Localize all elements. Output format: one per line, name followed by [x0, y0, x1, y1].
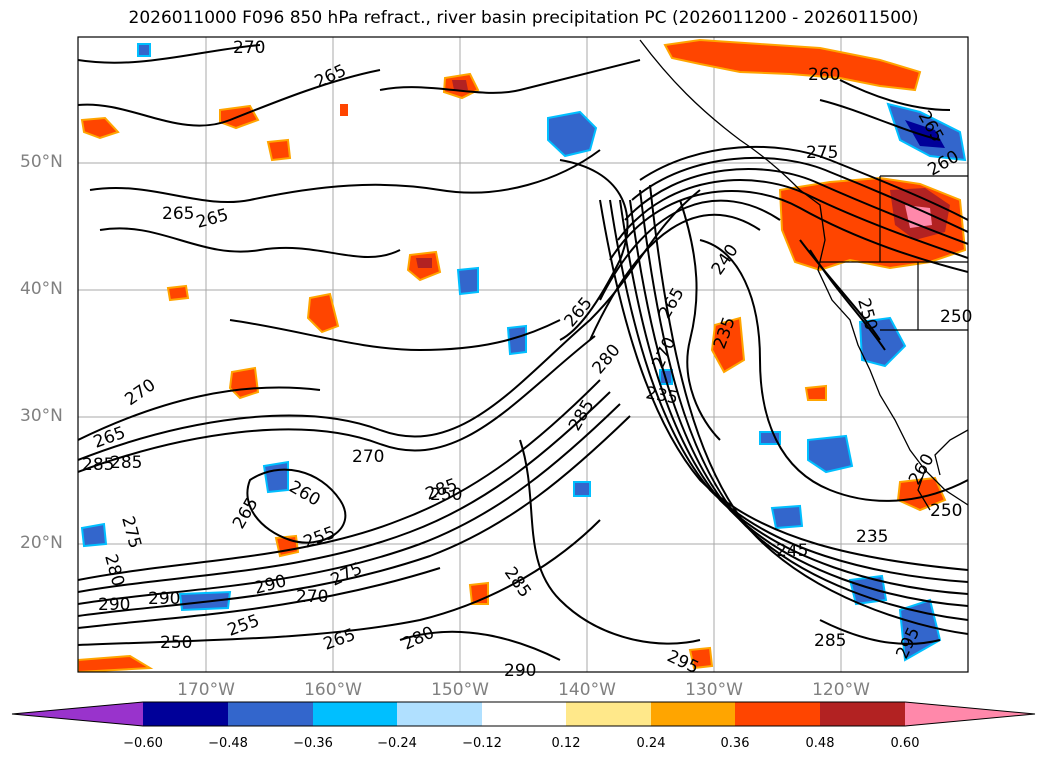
contour-label: 275: [806, 143, 838, 163]
colorbar-bin: [228, 702, 313, 726]
colorbar-extend-low: [12, 702, 143, 726]
colorbar-tick-label: −0.60: [123, 736, 163, 751]
map-panel: [78, 37, 968, 672]
lon-label-140w: 140°W: [558, 680, 616, 700]
colorbar-bin: [313, 702, 397, 726]
coastline: [639, 39, 968, 511]
colorbar-tick-label: 0.12: [551, 736, 581, 751]
colorbar: [11, 701, 1036, 727]
map-frame: [77, 36, 969, 673]
colorbar-bin: [143, 702, 228, 726]
colorbar-bin: [566, 702, 651, 726]
colorbar-tick-label: −0.48: [208, 736, 248, 751]
refractivity-contours: [78, 44, 968, 661]
lat-label-40n: 40°N: [20, 279, 63, 299]
negative-anomaly-patches: [80, 43, 967, 662]
contour-label: 245: [776, 541, 808, 561]
contour-label: 250: [160, 633, 192, 653]
contour-label: 270: [352, 447, 384, 467]
contour-label: 285: [82, 455, 114, 475]
colorbar-tick-label: 0.60: [890, 736, 920, 751]
contour-label: 270: [296, 587, 328, 607]
colorbar-bin: [651, 702, 735, 726]
colorbar-bin: [820, 702, 905, 726]
colorbar-tick-label: 0.48: [805, 736, 835, 751]
colorbar-tick-label: −0.12: [462, 736, 502, 751]
contour-label: 250: [930, 501, 962, 521]
state-borders: [820, 175, 968, 331]
contour-label: 270: [233, 38, 265, 58]
colorbar-tick-label: −0.24: [377, 736, 417, 751]
lat-label-50n: 50°N: [20, 152, 63, 172]
colorbar-bin: [735, 702, 820, 726]
lat-label-30n: 30°N: [20, 406, 63, 426]
lat-label-20n: 20°N: [20, 533, 63, 553]
contour-label: 290: [98, 595, 130, 615]
map-title: 2026011000 F096 850 hPa refract., river …: [128, 8, 919, 28]
colorbar-tick-label: −0.36: [293, 736, 333, 751]
contour-label: 235: [856, 527, 888, 547]
contour-label: 260: [808, 65, 840, 85]
contour-label: 250: [940, 307, 972, 327]
colorbar-tick-label: 0.24: [636, 736, 666, 751]
colorbar-tick-label: 0.36: [720, 736, 750, 751]
colorbar-extend-high: [905, 702, 1035, 726]
colorbar-bin: [397, 702, 482, 726]
lon-label-170w: 170°W: [177, 680, 235, 700]
contour-label: 250: [430, 485, 462, 505]
contour-label: 265: [162, 204, 194, 224]
contour-label: 290: [148, 589, 180, 609]
lon-label-150w: 150°W: [431, 680, 489, 700]
lon-label-130w: 130°W: [685, 680, 743, 700]
contour-label: 285: [814, 631, 846, 651]
colorbar-bin: [482, 702, 566, 726]
lon-label-120w: 120°W: [812, 680, 870, 700]
lon-label-160w: 160°W: [304, 680, 362, 700]
contour-label: 290: [504, 661, 536, 681]
contour-label: 285: [110, 453, 142, 473]
